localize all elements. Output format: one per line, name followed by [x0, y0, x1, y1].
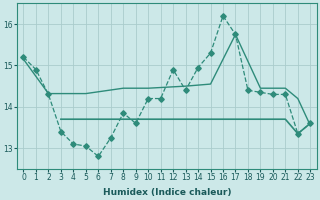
X-axis label: Humidex (Indice chaleur): Humidex (Indice chaleur)	[103, 188, 231, 197]
